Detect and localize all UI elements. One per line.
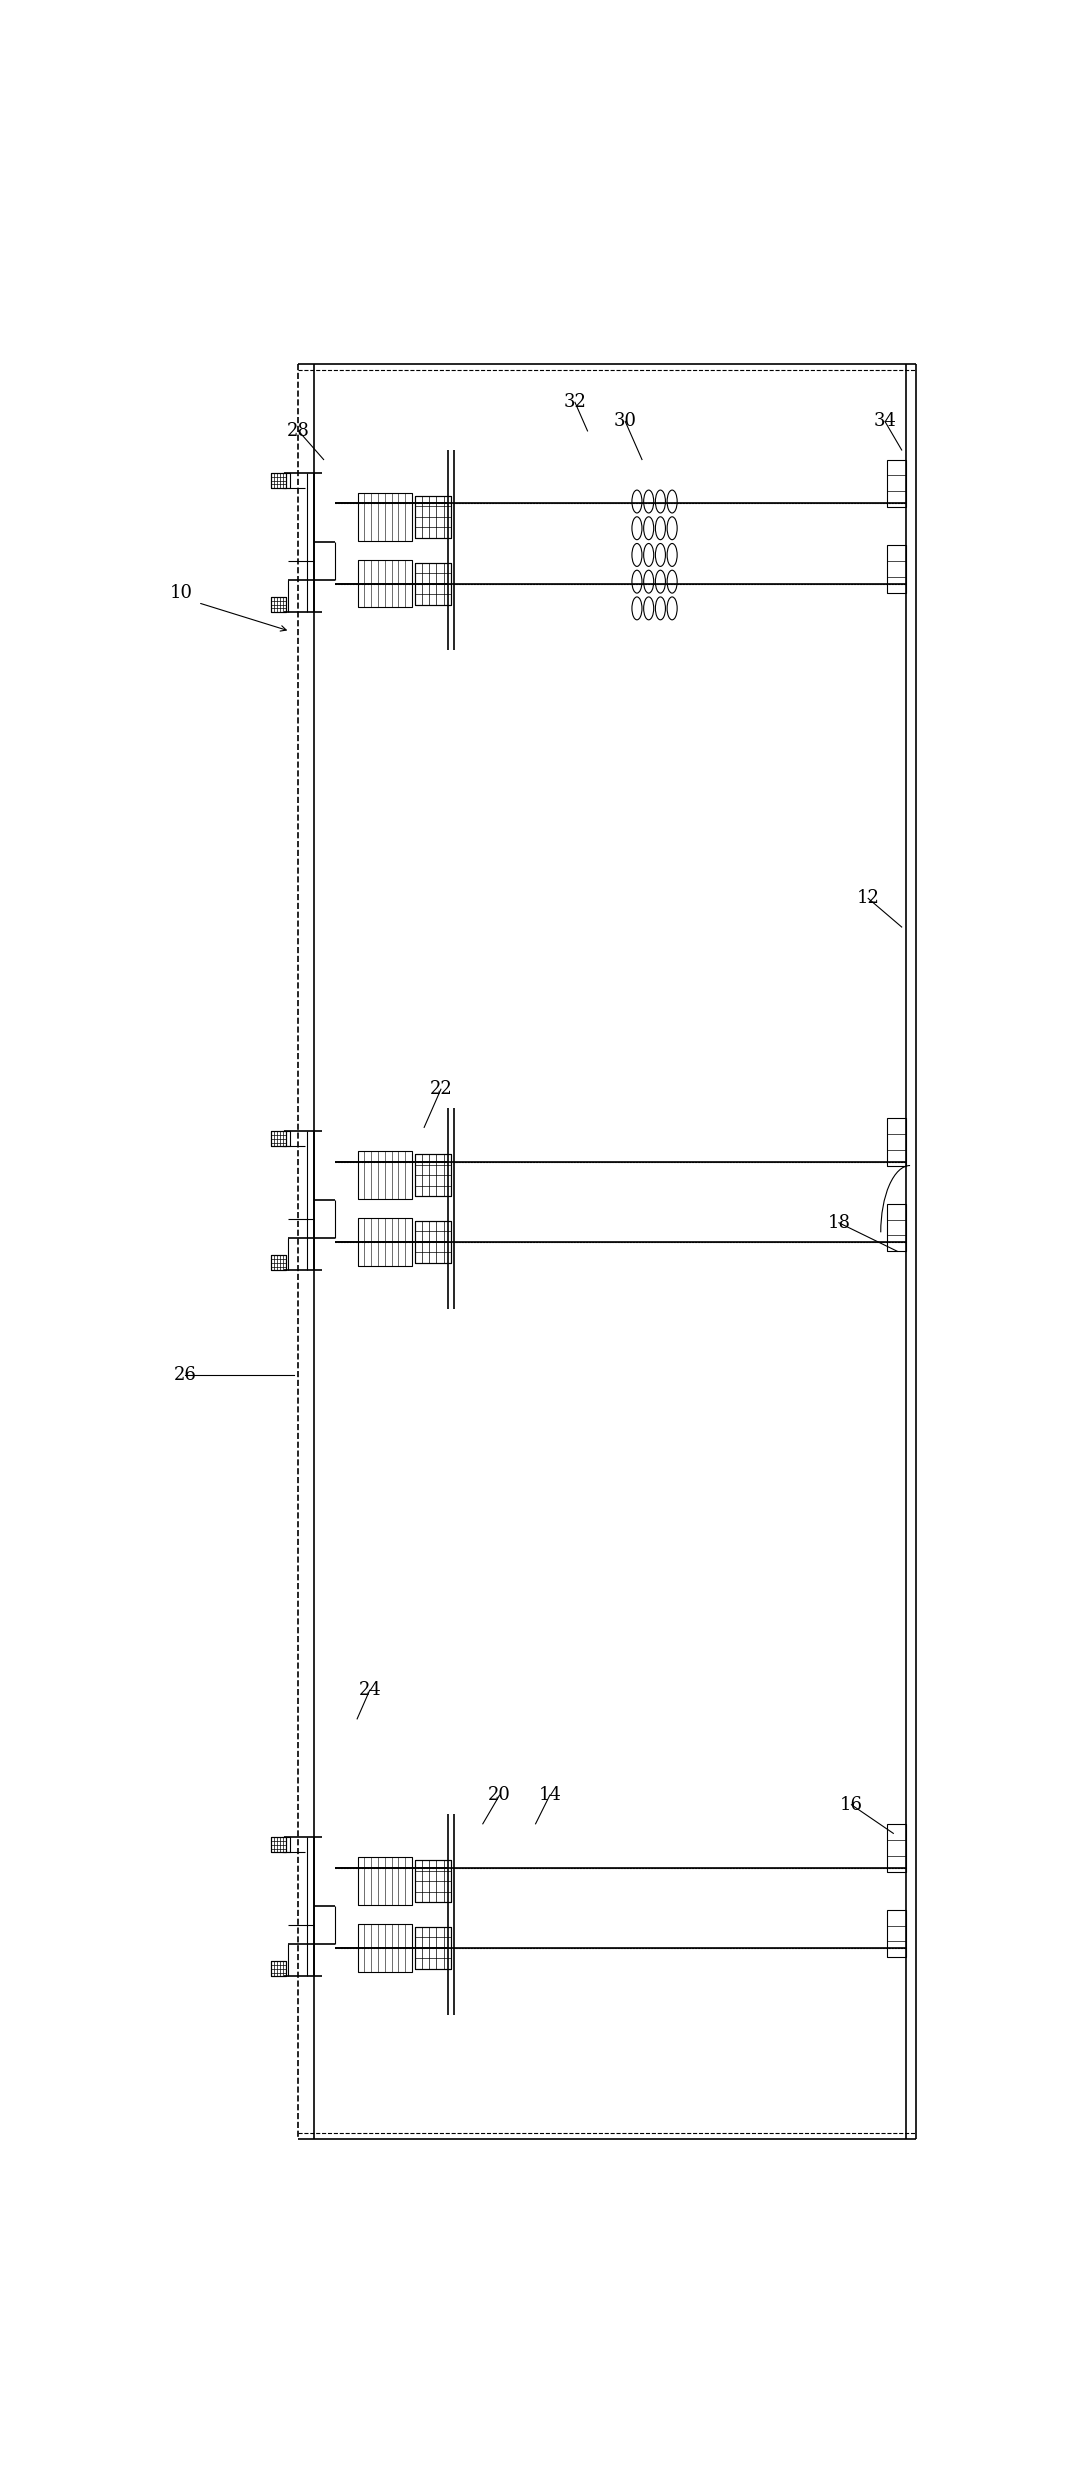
Bar xyxy=(415,1155,451,1197)
Bar xyxy=(271,597,285,612)
Bar xyxy=(271,1836,285,1854)
Bar xyxy=(271,1960,285,1977)
Text: 28: 28 xyxy=(288,421,310,441)
Bar xyxy=(271,1256,285,1271)
Text: 22: 22 xyxy=(429,1080,452,1098)
Bar xyxy=(415,496,451,538)
Text: 14: 14 xyxy=(538,1787,561,1804)
Bar xyxy=(415,496,451,538)
Bar xyxy=(282,473,290,488)
Bar xyxy=(271,473,285,488)
Bar xyxy=(415,563,451,605)
Bar xyxy=(415,1861,451,1903)
Text: 10: 10 xyxy=(170,585,192,602)
Bar xyxy=(282,1836,290,1854)
Bar xyxy=(888,545,906,592)
Bar xyxy=(888,1204,906,1251)
Bar xyxy=(415,1928,451,1970)
Bar xyxy=(271,1960,285,1977)
Bar xyxy=(415,1155,451,1197)
Text: 24: 24 xyxy=(358,1680,382,1700)
Bar xyxy=(282,1130,290,1147)
Bar xyxy=(358,1219,412,1266)
Bar xyxy=(358,1923,412,1972)
Bar xyxy=(415,563,451,605)
Text: 18: 18 xyxy=(827,1214,851,1232)
Bar xyxy=(888,1824,906,1871)
Text: 34: 34 xyxy=(873,411,896,431)
Bar xyxy=(415,1222,451,1264)
Bar xyxy=(888,458,906,508)
Text: 12: 12 xyxy=(857,890,880,907)
Bar xyxy=(271,473,285,488)
Bar xyxy=(358,1856,412,1906)
Bar xyxy=(358,1152,412,1199)
Bar xyxy=(415,1222,451,1264)
Bar xyxy=(271,1256,285,1271)
Bar xyxy=(358,493,412,540)
Bar xyxy=(271,1130,285,1147)
Text: 16: 16 xyxy=(840,1797,863,1814)
Text: 26: 26 xyxy=(174,1365,197,1385)
Bar xyxy=(415,1928,451,1970)
Bar xyxy=(888,1118,906,1165)
Text: 30: 30 xyxy=(614,411,637,431)
Bar xyxy=(358,560,412,607)
Text: 20: 20 xyxy=(489,1787,511,1804)
Bar xyxy=(888,1911,906,1958)
Bar xyxy=(415,1861,451,1903)
Bar xyxy=(271,1130,285,1147)
Bar xyxy=(271,597,285,612)
Bar xyxy=(271,1836,285,1854)
Text: 32: 32 xyxy=(563,394,586,411)
